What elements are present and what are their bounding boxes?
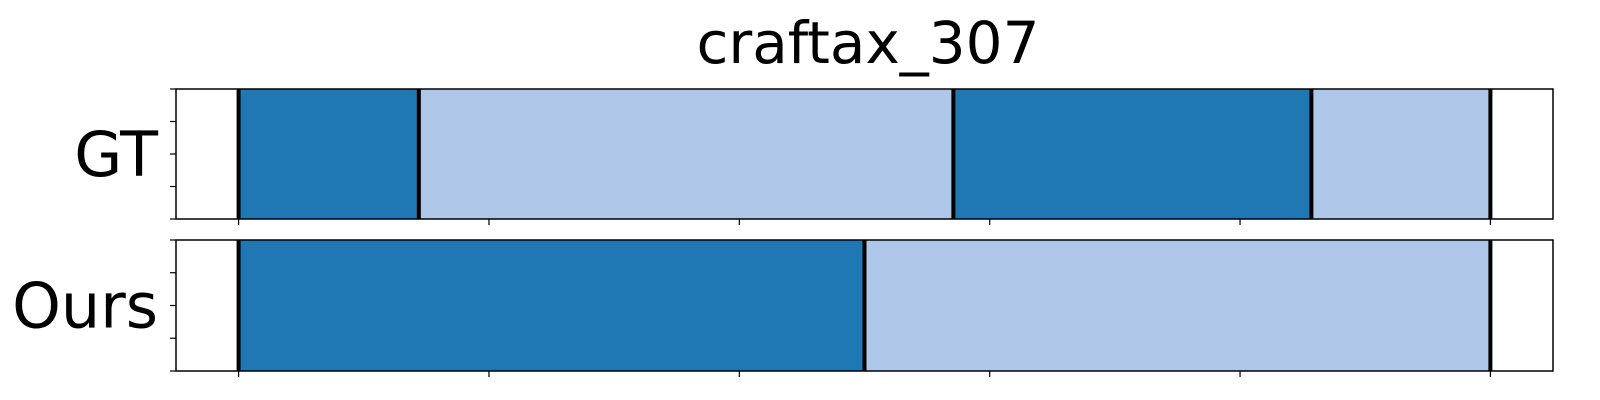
segment-bar — [238, 240, 865, 371]
segment-bar — [864, 240, 1491, 371]
row-label-ours: Ours — [12, 270, 158, 343]
segment-bar — [1311, 89, 1491, 219]
segment-bar — [418, 89, 954, 219]
chart-title: craftax_307 — [697, 9, 1040, 77]
row-panel-gt: GT — [74, 88, 1554, 225]
segment-bar — [238, 89, 419, 219]
row-panel-ours: Ours — [12, 239, 1554, 377]
row-label-gt: GT — [74, 118, 159, 191]
chart-rows: GT Ours — [12, 88, 1554, 377]
segment-bar — [953, 89, 1312, 219]
